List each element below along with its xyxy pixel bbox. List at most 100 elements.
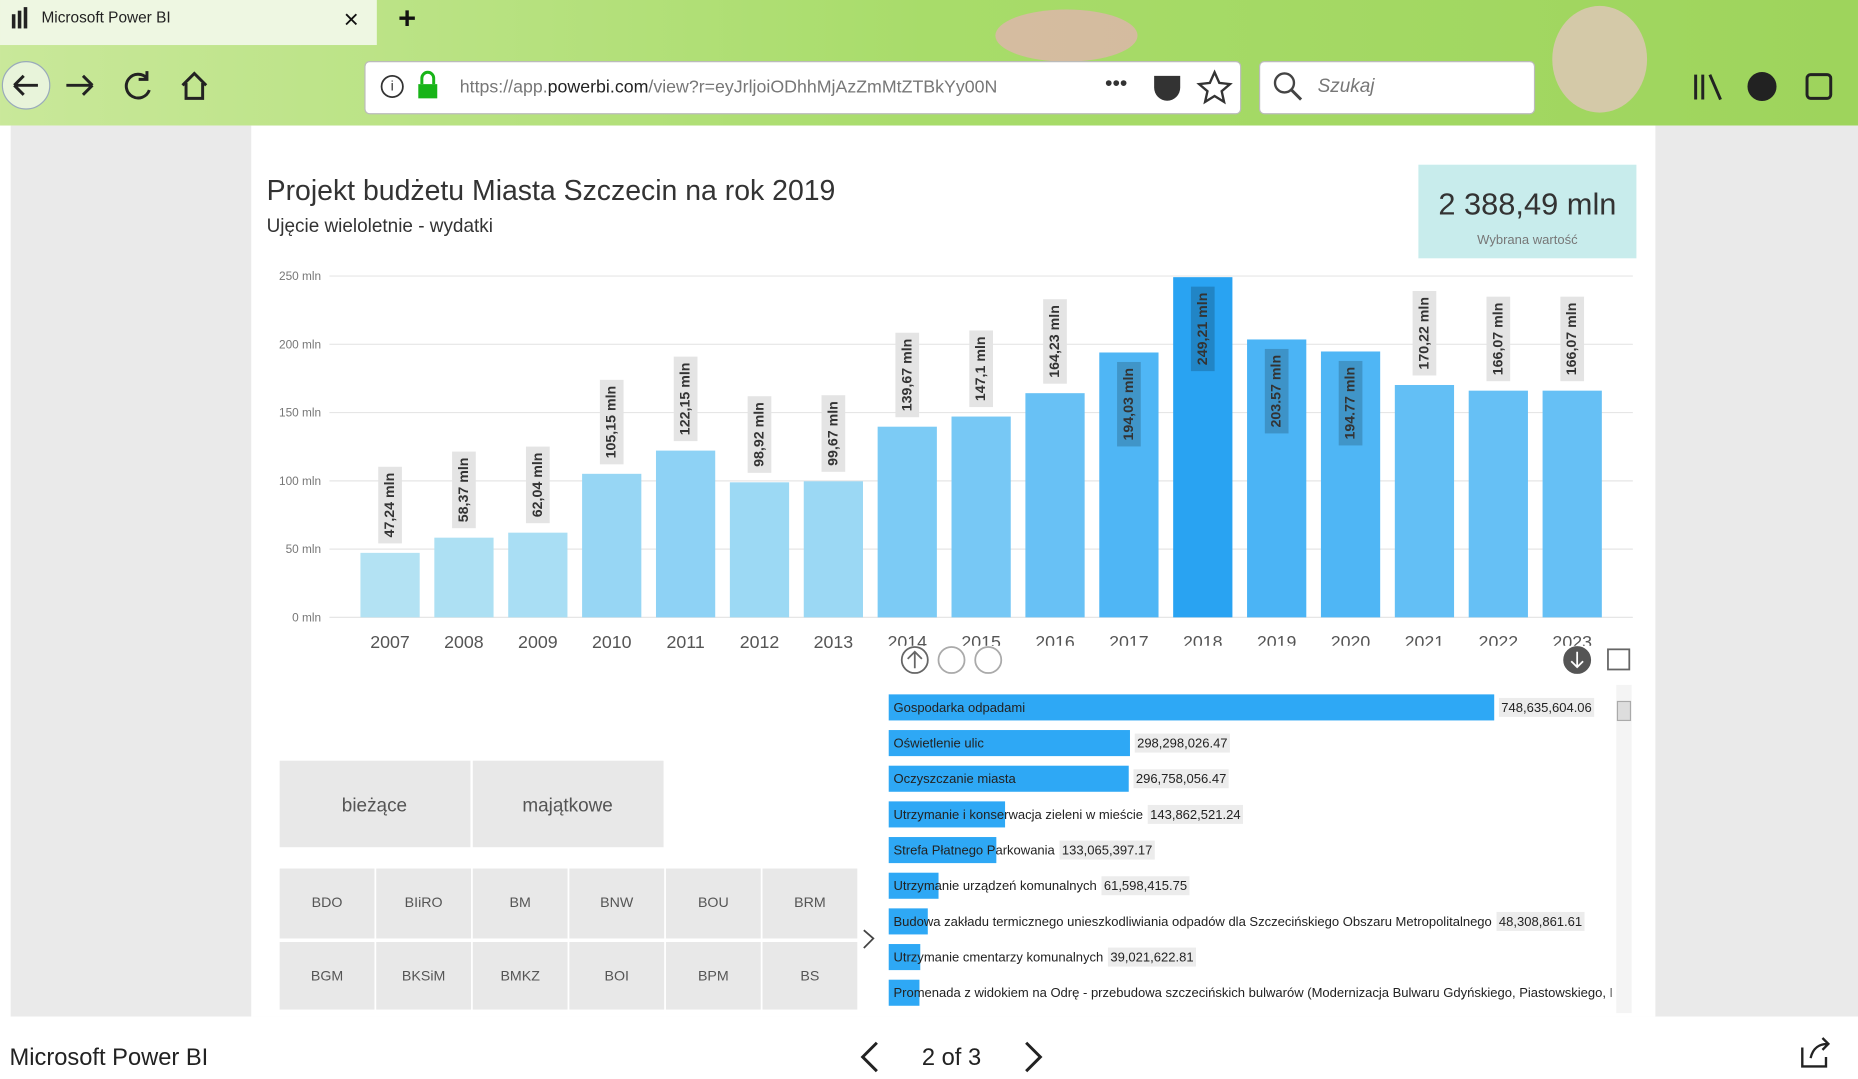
- data-label: 203.57 mln: [1269, 355, 1285, 428]
- type-button-label: bieżące: [342, 795, 407, 816]
- data-label: 164,23 mln: [1047, 305, 1063, 378]
- bar[interactable]: [804, 481, 863, 617]
- value-label: 748,635,604.06: [1501, 700, 1591, 715]
- y-tick-label: 100 mln: [279, 474, 321, 488]
- scrollbar[interactable]: [1616, 685, 1631, 1013]
- tab-title: Microsoft Power BI: [41, 9, 170, 26]
- bar[interactable]: [434, 538, 493, 618]
- bar-category-label: Oczyszczanie miasta: [893, 771, 1016, 786]
- url-domain: powerbi.com: [548, 77, 649, 97]
- data-label: 98,92 mln: [751, 402, 767, 467]
- bar[interactable]: [878, 427, 937, 618]
- decoration: [1552, 6, 1647, 113]
- bar-category-label: Utrzymanie cmentarzy komunalnych: [893, 950, 1103, 965]
- new-tab[interactable]: +: [398, 0, 416, 35]
- bar[interactable]: [1543, 391, 1602, 618]
- info-icon-glyph: i: [391, 79, 394, 95]
- kpi-caption: Wybrana wartość: [1477, 232, 1578, 247]
- data-label: 194.77 mln: [1343, 367, 1359, 440]
- data-label: 166,07 mln: [1490, 303, 1506, 376]
- unit-button-label: BMKZ: [500, 968, 540, 984]
- y-tick-label: 50 mln: [286, 542, 322, 556]
- bar-category-label: Gospodarka odpadami: [893, 700, 1025, 715]
- data-label: 166,07 mln: [1564, 303, 1580, 376]
- bar-category-label: Budowa zakładu termicznego unieszkodliwi…: [893, 914, 1491, 929]
- bar-category-label: Strefa Płatnego Parkowania: [893, 843, 1055, 858]
- tab-close[interactable]: ×: [344, 4, 359, 34]
- data-label: 105,15 mln: [604, 386, 620, 459]
- data-label: 62,04 mln: [530, 453, 546, 518]
- unit-button-label: BKSiM: [402, 968, 445, 984]
- unit-button-label: BGM: [311, 968, 343, 984]
- data-label: 147,1 mln: [973, 336, 989, 401]
- search-placeholder: Szukaj: [1318, 76, 1376, 97]
- bar[interactable]: [1025, 393, 1084, 617]
- page-actions[interactable]: •••: [1105, 71, 1127, 95]
- value-label: 39,021,622.81: [1110, 950, 1193, 965]
- url-path: /view?r=eyJrljoiODhhMjAzZmMtZTBkYy00N: [648, 77, 997, 97]
- footer-app-name: Microsoft Power BI: [9, 1045, 208, 1071]
- type-button-label: majątkowe: [522, 795, 613, 816]
- report-subtitle: Ujęcie wieloletnie - wydatki: [267, 216, 493, 237]
- unit-button-label: BNW: [600, 895, 634, 911]
- y-tick-label: 250 mln: [279, 269, 321, 283]
- left-strip: [0, 126, 11, 1079]
- bar[interactable]: [508, 533, 567, 618]
- value-label: 61,598,415.75: [1104, 878, 1187, 893]
- x-tick-label: 2012: [740, 632, 780, 652]
- x-tick-label: 2010: [592, 632, 632, 652]
- data-label: 99,67 mln: [825, 401, 841, 466]
- y-tick-label: 200 mln: [279, 337, 321, 351]
- pocket-icon[interactable]: [1154, 76, 1180, 101]
- bar[interactable]: [1469, 391, 1528, 618]
- value-label: 143,862,521.24: [1150, 807, 1240, 822]
- unit-button-label: BDO: [312, 895, 343, 911]
- unit-button-label: BOI: [605, 968, 629, 984]
- extension-icon[interactable]: [1749, 73, 1775, 99]
- data-label: 249,21 mln: [1195, 293, 1211, 366]
- report-title: Projekt budżetu Miasta Szczecin na rok 2…: [267, 175, 836, 207]
- unit-button-label: BS: [800, 968, 819, 984]
- bar[interactable]: [656, 451, 715, 618]
- unit-button-label: BM: [510, 895, 531, 911]
- screenshot: Microsoft Power BI × + i https://app.pow…: [0, 0, 1858, 1079]
- y-tick-label: 150 mln: [279, 406, 321, 420]
- page: { "browser": { "tab_title": "Microsoft P…: [0, 0, 1858, 1079]
- bar[interactable]: [952, 417, 1011, 618]
- x-tick-label: 2008: [444, 632, 484, 652]
- unit-button-label: BPM: [698, 968, 729, 984]
- data-label: 122,15 mln: [678, 363, 694, 436]
- data-label: 194,03 mln: [1121, 368, 1137, 441]
- value-label: 48,308,861.61: [1499, 914, 1582, 929]
- data-label: 139,67 mln: [899, 339, 915, 412]
- value-label: 133,065,397.17: [1062, 843, 1152, 858]
- x-tick-label: 2007: [370, 632, 410, 652]
- bar[interactable]: [730, 482, 789, 617]
- value-label: 296,758,056.47: [1136, 771, 1226, 786]
- value-label: 298,298,026.47: [1137, 736, 1227, 751]
- page-indicator: 2 of 3: [922, 1045, 981, 1071]
- x-tick-label: 2013: [814, 632, 854, 652]
- url-text: https://app.powerbi.com/view?r=eyJrljoiO…: [460, 77, 998, 97]
- lock-icon: [418, 84, 437, 98]
- kpi-value: 2 388,49 mln: [1438, 186, 1616, 221]
- y-tick-label: 0 mln: [292, 610, 321, 624]
- bar-category-label: Oświetlenie ulic: [893, 736, 984, 751]
- decoration: [995, 9, 1137, 61]
- bar[interactable]: [1395, 385, 1454, 617]
- x-tick-label: 2009: [518, 632, 558, 652]
- bar-category-label: Utrzymanie urządzeń komunalnych: [893, 878, 1096, 893]
- data-label: 47,24 mln: [382, 473, 398, 538]
- bar-category-label: Promenada z widokiem na Odrę - przebudow…: [893, 985, 1618, 1000]
- unit-button-label: BRM: [794, 895, 826, 911]
- bar-category-label: Utrzymanie i konserwacja zieleni w mieśc…: [893, 807, 1143, 822]
- data-label: 58,37 mln: [456, 458, 472, 523]
- bar[interactable]: [360, 553, 419, 617]
- search-bar[interactable]: [1260, 62, 1535, 114]
- bar[interactable]: [582, 474, 641, 618]
- data-label: 170,22 mln: [1416, 297, 1432, 370]
- x-tick-label: 2011: [666, 632, 704, 652]
- unit-button-label: BIiRO: [405, 895, 443, 911]
- scrollbar-thumb[interactable]: [1617, 701, 1630, 720]
- unit-button-label: BOU: [698, 895, 729, 911]
